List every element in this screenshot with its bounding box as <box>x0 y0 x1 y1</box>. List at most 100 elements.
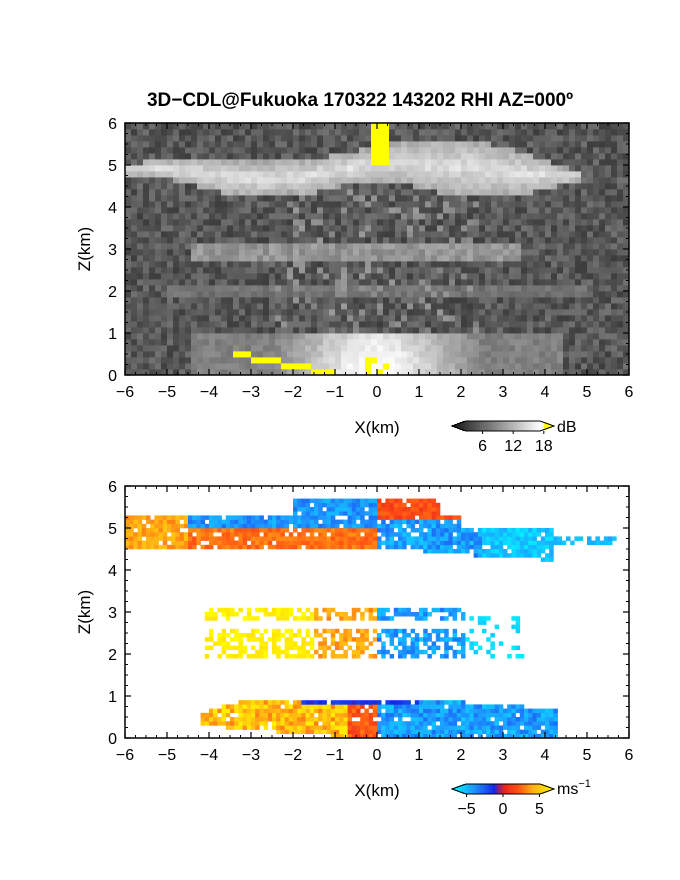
backscatter-cell <box>227 123 234 130</box>
velocity-cell <box>347 540 353 546</box>
velocity-cell <box>263 536 269 541</box>
backscatter-cell <box>323 273 330 280</box>
backscatter-cell <box>389 309 396 316</box>
backscatter-cell <box>317 315 324 322</box>
backscatter-cell <box>479 213 486 220</box>
backscatter-cell <box>365 279 372 286</box>
backscatter-cell <box>551 357 558 364</box>
backscatter-cell <box>467 159 474 166</box>
backscatter-cell <box>479 141 486 148</box>
backscatter-cell <box>515 249 522 256</box>
backscatter-cell <box>485 153 492 160</box>
backscatter-cell <box>593 225 600 232</box>
velocity-cell <box>200 515 206 520</box>
backscatter-cell <box>305 303 312 310</box>
velocity-cell <box>209 721 214 726</box>
backscatter-cell <box>131 363 138 370</box>
backscatter-cell <box>509 153 516 160</box>
velocity-cell <box>347 498 353 504</box>
figure-title: 3D−CDL@Fukuoka 170322 143202 RHI AZ=000º <box>147 90 573 111</box>
backscatter-cell <box>203 231 210 238</box>
backscatter-cell <box>515 369 522 376</box>
backscatter-cell <box>569 357 576 364</box>
backscatter-cell <box>485 267 492 274</box>
backscatter-cell <box>473 291 480 298</box>
backscatter-cell <box>491 309 498 316</box>
velocity-cell <box>347 645 353 651</box>
backscatter-cell <box>563 357 570 364</box>
velocity-cell <box>368 654 374 659</box>
velocity-cell <box>158 519 164 525</box>
backscatter-cell <box>245 351 252 358</box>
backscatter-cell <box>467 237 474 244</box>
velocity-cell <box>188 523 193 529</box>
backscatter-cell <box>563 333 570 340</box>
velocity-cell <box>263 612 269 617</box>
backscatter-cell <box>257 189 264 196</box>
backscatter-cell <box>557 147 564 154</box>
velocity-cell <box>322 544 327 550</box>
backscatter-cell <box>623 159 630 166</box>
backscatter-cell <box>335 177 342 184</box>
backscatter-cell <box>173 369 180 376</box>
backscatter-cell <box>287 339 294 346</box>
backscatter-cell <box>359 351 366 358</box>
velocity-cell <box>389 721 395 726</box>
velocity-cell <box>171 532 176 537</box>
velocity-cell <box>314 507 319 512</box>
backscatter-cell <box>557 321 564 328</box>
backscatter-cell <box>617 273 624 280</box>
backscatter-cell <box>407 243 414 250</box>
backscatter-cell <box>329 141 336 148</box>
velocity-cell <box>137 540 143 546</box>
velocity-cell <box>267 536 273 541</box>
backscatter-cell <box>509 129 516 136</box>
backscatter-cell <box>569 141 576 148</box>
backscatter-cell <box>341 141 348 148</box>
backscatter-cell <box>293 279 300 286</box>
backscatter-cell <box>149 207 156 214</box>
backscatter-cell <box>449 129 456 136</box>
velocity-cell <box>305 607 311 613</box>
backscatter-cell <box>437 339 444 346</box>
backscatter-cell <box>467 165 474 172</box>
velocity-cell <box>238 721 243 726</box>
backscatter-cell <box>563 261 570 268</box>
backscatter-cell <box>287 369 294 376</box>
backscatter-cell <box>389 249 396 256</box>
backscatter-cell <box>155 153 162 160</box>
backscatter-cell <box>377 369 384 376</box>
backscatter-cell <box>281 153 288 160</box>
backscatter-cell <box>425 159 432 166</box>
backscatter-cell <box>257 171 264 178</box>
x-tick-label: 4 <box>541 384 550 401</box>
backscatter-cell <box>359 177 366 184</box>
backscatter-cell <box>167 219 174 226</box>
backscatter-cell <box>407 309 414 316</box>
backscatter-cell <box>437 327 444 334</box>
backscatter-cell <box>149 147 156 154</box>
backscatter-cell <box>179 165 186 172</box>
backscatter-cell <box>137 267 144 274</box>
velocity-cell <box>330 532 336 537</box>
backscatter-cell <box>197 333 204 340</box>
velocity-cell <box>377 616 382 621</box>
backscatter-cell <box>527 123 534 130</box>
backscatter-cell <box>341 225 348 232</box>
backscatter-cell <box>371 261 378 268</box>
backscatter-cell <box>197 207 204 214</box>
velocity-cell <box>347 733 353 739</box>
backscatter-cell <box>179 255 186 262</box>
backscatter-cell <box>215 213 222 220</box>
backscatter-cell <box>263 351 270 358</box>
velocity-cell <box>368 502 374 508</box>
backscatter-cell <box>401 273 408 280</box>
backscatter-cell <box>527 273 534 280</box>
velocity-cell <box>393 544 399 550</box>
velocity-cell <box>368 511 374 516</box>
velocity-cell <box>393 607 399 613</box>
velocity-cell <box>381 532 386 537</box>
velocity-cell <box>183 536 189 541</box>
backscatter-cell <box>425 273 432 280</box>
backscatter-cell <box>365 249 372 256</box>
